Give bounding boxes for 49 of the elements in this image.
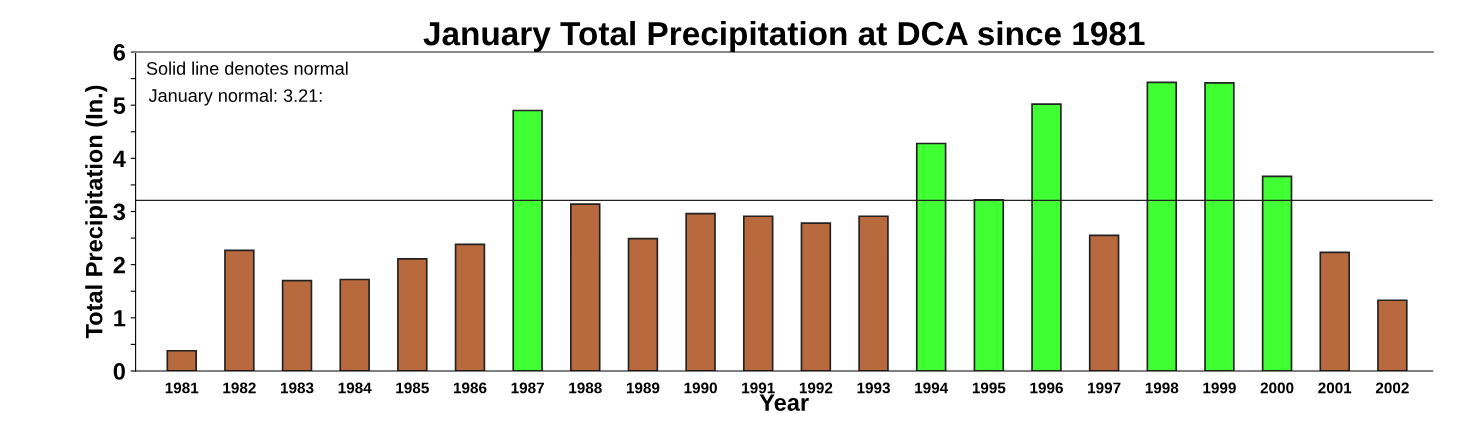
bar [166,349,197,371]
x-tick-label: 1992 [799,382,833,394]
bar [570,203,601,371]
y-tick-label: 3 [113,203,126,221]
annotation: January normal: 3.21: [148,88,322,106]
bar [1319,251,1350,371]
x-axis-title: Year [759,394,809,411]
bar [281,279,313,371]
bar [1088,234,1120,371]
x-tick-label: 1994 [915,382,949,394]
x-tick-label: 2002 [1375,382,1409,394]
annotation: Solid line denotes normal [146,61,348,75]
x-tick-label: 2001 [1318,382,1352,394]
bar [858,215,889,371]
x-tick-label: 1984 [338,382,372,394]
y-tick-label: 6 [113,44,126,61]
y-tick-label: 4 [113,150,126,167]
x-tick-label: 1986 [453,382,487,394]
x-tick-label: 1988 [569,382,602,394]
x-tick-label: 1991 [742,382,775,394]
bar [800,222,832,371]
bar [685,212,716,371]
y-tick-label: 2 [113,256,125,274]
y-tick-label: 5 [113,97,126,114]
bar [397,257,428,371]
x-tick-label: 2000 [1260,382,1294,394]
x-tick-label: 1996 [1030,382,1063,394]
x-tick-label: 1990 [684,382,717,394]
x-tick-label: 1999 [1203,382,1236,394]
x-tick-label: 1998 [1145,382,1179,394]
x-tick-label: 1983 [281,382,314,394]
y-tick-label: 1 [114,310,126,327]
bar [339,278,370,371]
chart-title: January Total Precipitation at DCA since 1981 [423,20,1145,53]
bar [224,249,255,371]
y-tick-label: 0 [113,363,125,380]
x-tick-label: 1985 [396,382,429,394]
x-tick-label: 1993 [857,382,890,394]
x-tick-label: 1989 [626,382,660,394]
x-tick-label: 1987 [511,382,544,394]
bar [627,237,659,371]
y-axis-title: Total Precipitation (In.) [85,85,108,339]
bar [1377,299,1408,371]
x-tick-label: 1981 [165,382,199,394]
bar [742,215,774,371]
x-tick-label: 1995 [972,382,1006,394]
bar [454,243,486,371]
x-tick-label: 1997 [1088,382,1121,394]
x-tick-label: 1982 [223,382,256,394]
